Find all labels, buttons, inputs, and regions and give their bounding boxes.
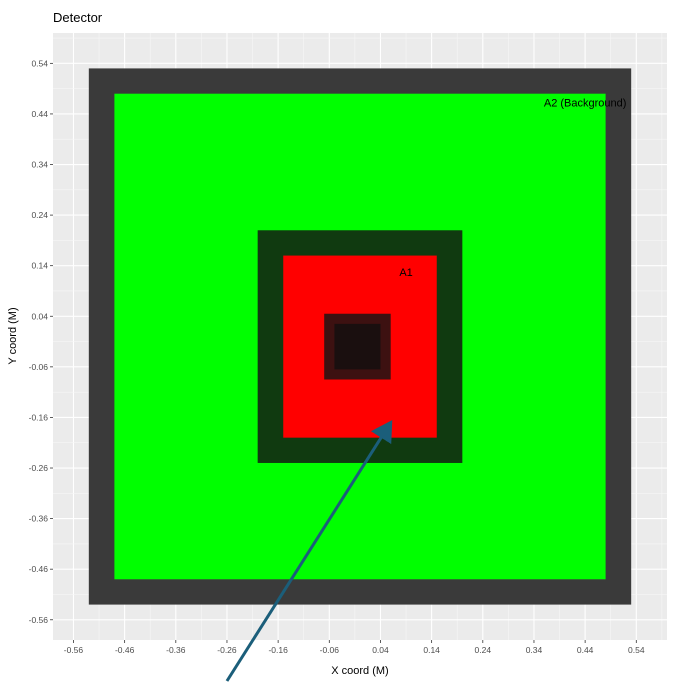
x-axis-ticks: -0.56 -0.46 -0.36 -0.26 -0.16 -0.06 0.04 0.14 0.…: [64, 640, 645, 655]
y-axis-ticks: 0.54 0.44 0.34 0.24 0.14 0.04 -0.06 -0.16 -0.26 -…: [29, 58, 53, 625]
y-tick-label: 0.24: [31, 210, 48, 220]
region-label: A2 (Background): [544, 97, 627, 109]
y-tick-label: 0.54: [31, 58, 48, 68]
y-tick-label: -0.36: [29, 514, 49, 524]
x-tick-label: 0.24: [475, 645, 492, 655]
y-axis-title: Y coord (M): [7, 307, 19, 364]
y-tick-label: -0.46: [29, 564, 49, 574]
y-tick-label: -0.56: [29, 615, 49, 625]
x-tick-label: 0.44: [577, 645, 594, 655]
x-axis-title: X coord (M): [331, 665, 388, 677]
x-tick-label: 0.54: [628, 645, 645, 655]
x-tick-label: 0.04: [372, 645, 389, 655]
pointer-arrow: [225, 419, 393, 682]
detector-regions: [88, 68, 632, 605]
x-tick-label: -0.16: [268, 645, 288, 655]
y-tick-label: -0.06: [29, 362, 49, 372]
x-tick-label: 0.14: [423, 645, 440, 655]
x-tick-label: -0.06: [320, 645, 340, 655]
y-tick-label: 0.44: [31, 109, 48, 119]
region-labels: A2 (Background) A1: [399, 97, 626, 278]
annotations: [225, 419, 393, 682]
y-tick-label: 0.34: [31, 160, 48, 170]
y-tick-label: -0.16: [29, 412, 49, 422]
region-center-inner: [334, 323, 381, 370]
x-tick-label: -0.36: [166, 645, 186, 655]
x-tick-label: -0.26: [217, 645, 237, 655]
x-tick-label: -0.56: [64, 645, 84, 655]
x-tick-label: 0.34: [526, 645, 543, 655]
y-tick-label: 0.14: [31, 261, 48, 271]
y-tick-label: 0.04: [31, 311, 48, 321]
chart-title: Detector: [53, 10, 103, 25]
region-label: A1: [399, 267, 412, 279]
y-tick-label: -0.26: [29, 463, 49, 473]
x-tick-label: -0.46: [115, 645, 135, 655]
